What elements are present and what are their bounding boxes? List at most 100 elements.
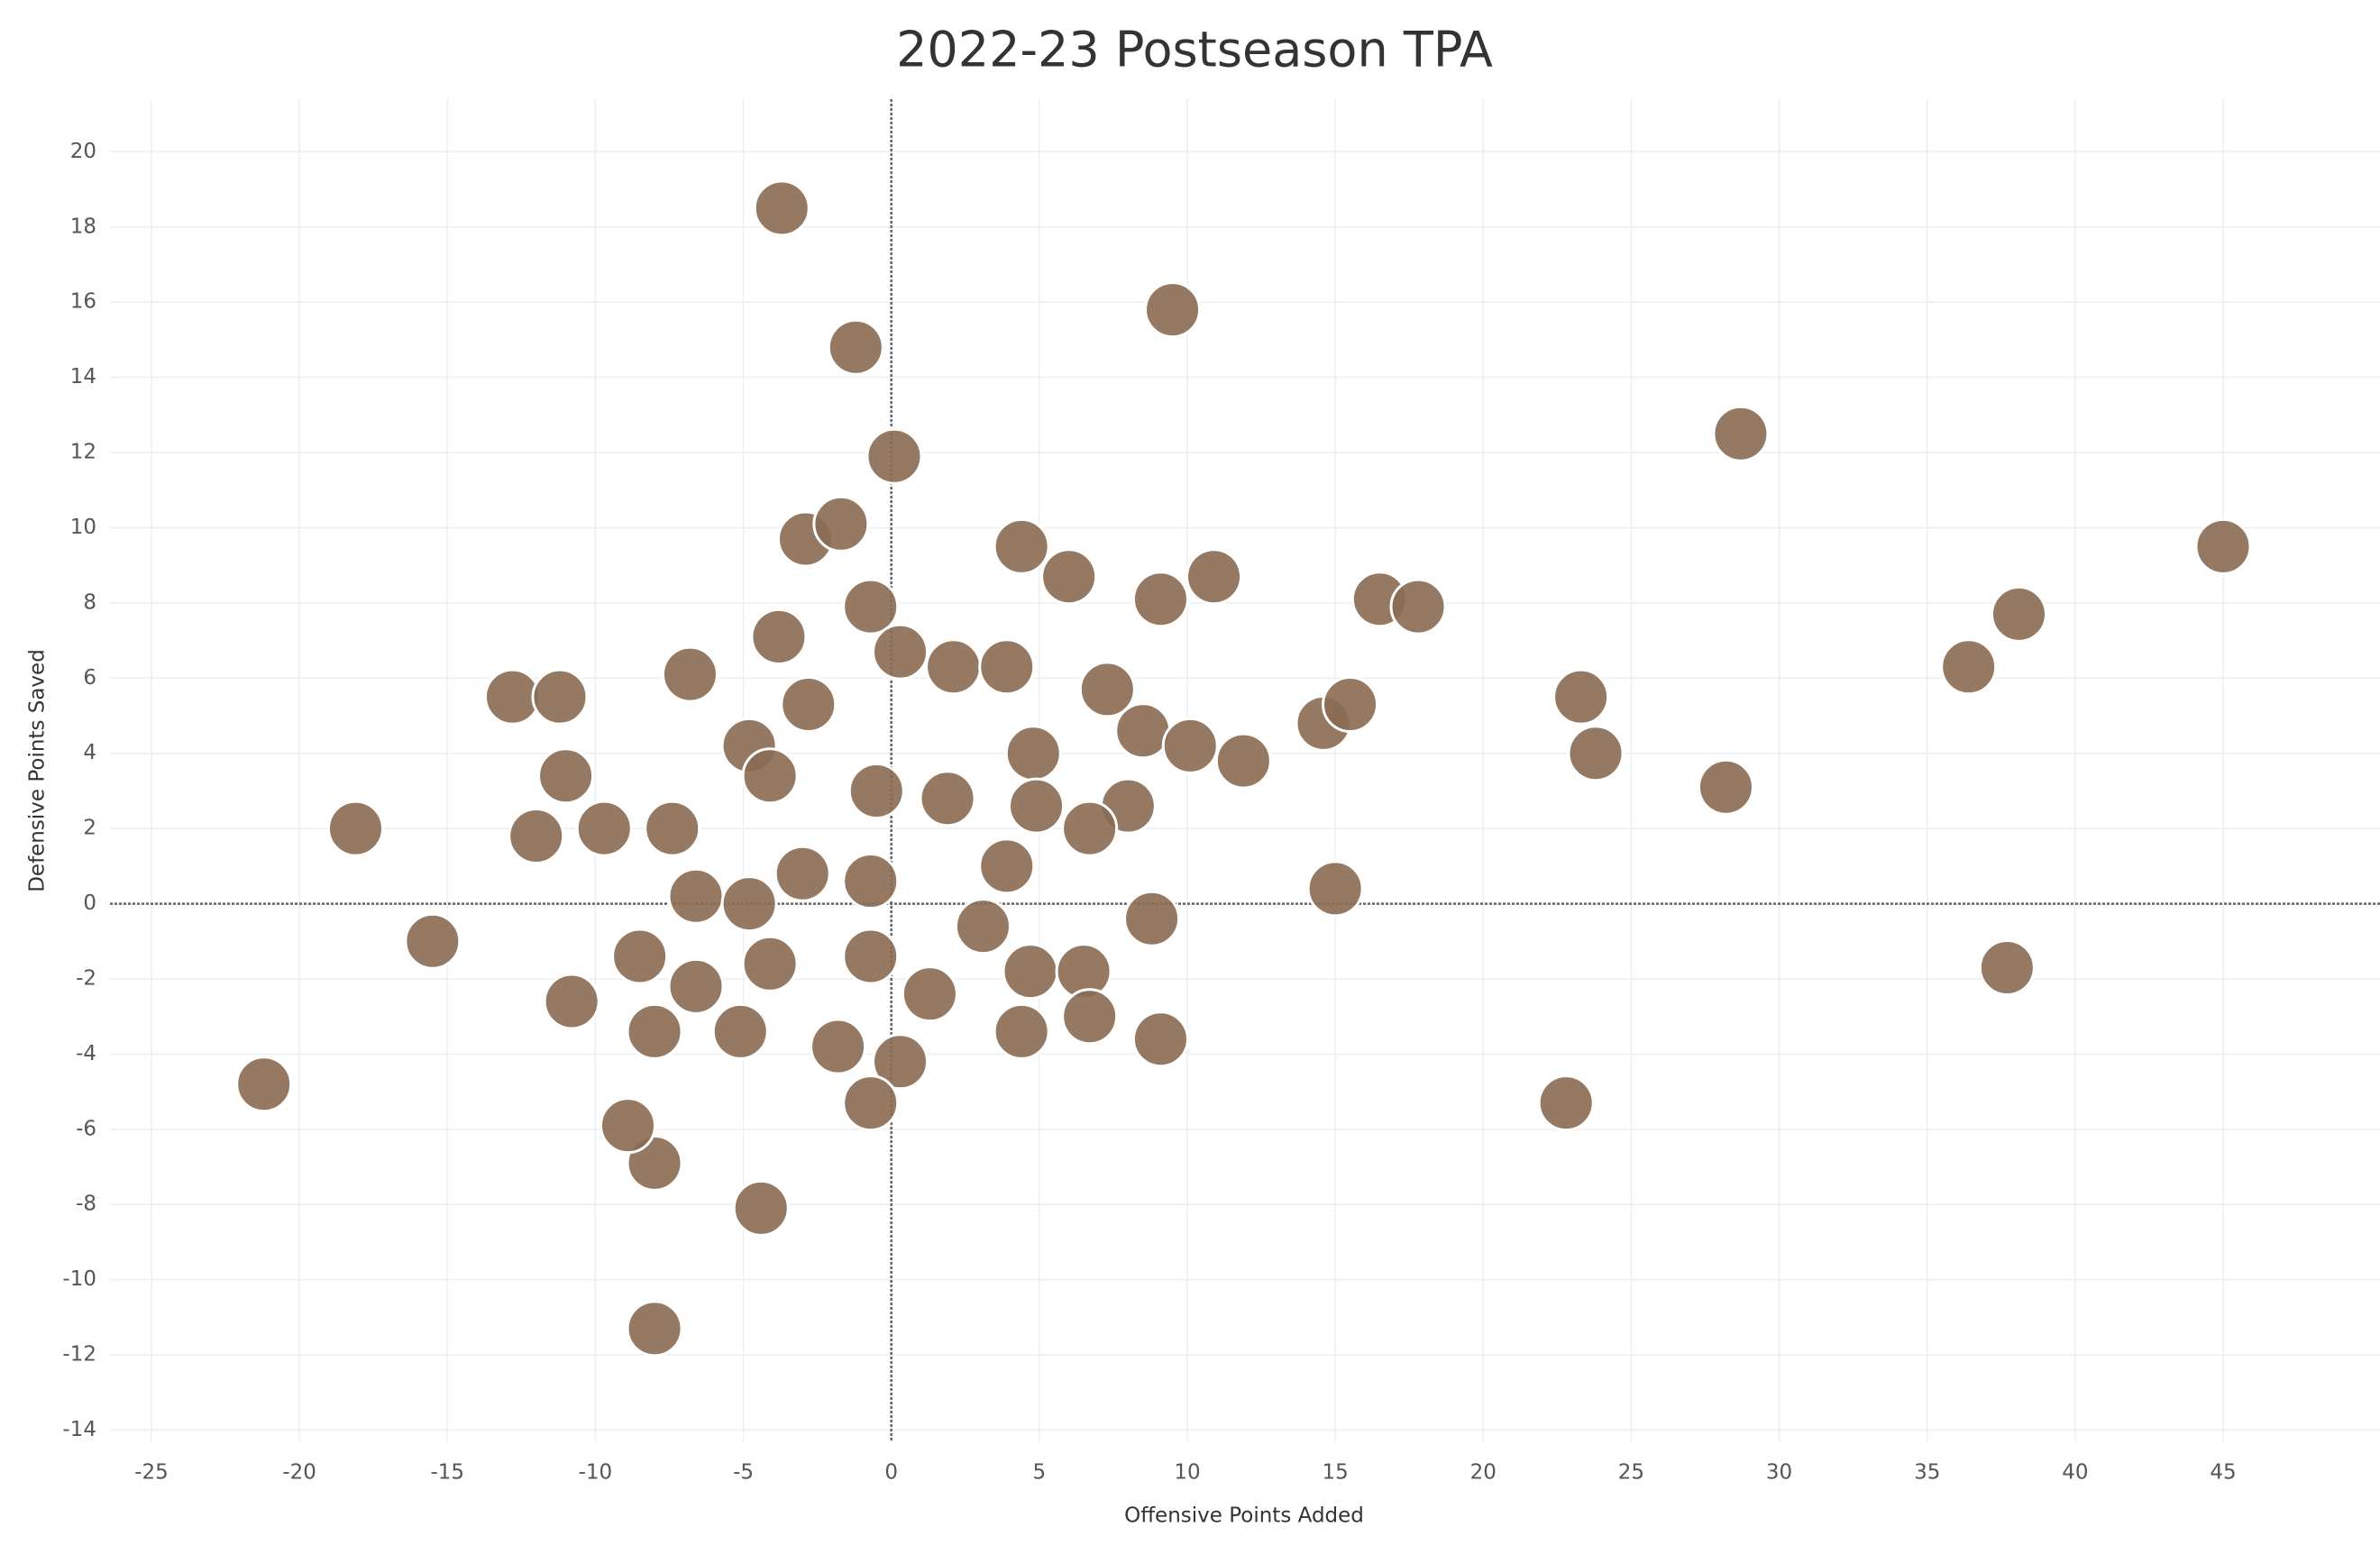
player-point (1078, 661, 1136, 718)
player-point (543, 973, 600, 1030)
player-point (483, 668, 541, 726)
player-point (326, 800, 384, 857)
player-point (1214, 732, 1272, 790)
player-point (1061, 988, 1119, 1046)
player-point (827, 318, 884, 376)
player-point (508, 807, 565, 864)
player-point (1008, 777, 1066, 835)
player-point (1144, 281, 1202, 339)
x-tick-label: -20 (282, 1461, 316, 1485)
y-tick-label: 10 (70, 516, 96, 539)
player-point (1322, 676, 1379, 734)
player-point (2194, 517, 2252, 575)
player-point (1552, 668, 1610, 726)
player-point (626, 1002, 683, 1060)
player-point (741, 747, 799, 805)
player-point (1114, 702, 1172, 760)
x-tick-label: 35 (1914, 1461, 1940, 1485)
player-point (810, 1018, 867, 1075)
chart-title: 2022-23 Postseason TPA (896, 22, 1493, 78)
y-tick-label: 16 (70, 290, 96, 314)
player-point (1185, 548, 1243, 606)
player-point (847, 762, 905, 819)
player-point (720, 875, 778, 933)
y-tick-label: 6 (83, 666, 96, 690)
x-axis-title: Offensive Points Added (1124, 1504, 1364, 1528)
player-point (978, 837, 1036, 895)
player-point (1131, 571, 1189, 628)
y-tick-label: -10 (62, 1267, 96, 1291)
player-point (919, 770, 976, 827)
y-tick-label: -12 (62, 1343, 96, 1367)
x-tick-label: 5 (1033, 1461, 1047, 1485)
player-point (1123, 890, 1181, 947)
x-tick-label: 45 (2210, 1461, 2236, 1485)
x-tick-label: 25 (1618, 1461, 1644, 1485)
player-point (1697, 758, 1754, 816)
x-tick-label: 30 (1766, 1461, 1792, 1485)
y-tick-label: 4 (83, 741, 96, 764)
player-point (774, 845, 831, 902)
player-point (1537, 1074, 1595, 1132)
player-point (575, 800, 633, 857)
player-point (842, 853, 900, 910)
player-point (872, 623, 929, 681)
player-point (711, 1002, 769, 1060)
x-tick-label: 10 (1174, 1461, 1200, 1485)
player-point (842, 1074, 900, 1132)
x-tick-label: -15 (430, 1461, 464, 1485)
y-tick-label: -2 (76, 966, 96, 990)
x-tick-label: -5 (733, 1461, 754, 1485)
player-point (954, 898, 1012, 955)
player-point (993, 517, 1050, 575)
player-point (1131, 1010, 1189, 1068)
y-axis-title: Defensive Points Saved (26, 649, 50, 892)
player-point (531, 668, 589, 726)
y-tick-label: -6 (76, 1117, 96, 1140)
player-point (1161, 717, 1219, 774)
player-point (1389, 578, 1447, 635)
player-point (780, 676, 838, 734)
player-point (1978, 938, 2036, 996)
player-point (872, 1033, 929, 1091)
player-point (812, 495, 870, 553)
x-tick-label: -25 (134, 1461, 169, 1485)
player-point (1004, 725, 1062, 782)
player-point (235, 1056, 293, 1113)
y-tick-label: 14 (70, 365, 96, 389)
y-tick-label: 12 (70, 441, 96, 464)
x-tick-label: 15 (1322, 1461, 1348, 1485)
player-point (865, 427, 923, 485)
player-point (925, 638, 983, 696)
x-tick-label: 20 (1470, 1461, 1497, 1485)
player-point (644, 800, 701, 857)
player-point (611, 928, 669, 985)
player-point (661, 645, 719, 703)
player-point (993, 1002, 1050, 1060)
player-point (1002, 943, 1059, 1001)
player-point (750, 608, 808, 665)
y-tick-label: -14 (62, 1418, 96, 1441)
y-tick-label: 8 (83, 590, 96, 614)
player-point (978, 638, 1036, 696)
y-tick-label: 2 (83, 817, 96, 840)
player-point (901, 965, 958, 1023)
player-point (600, 1097, 657, 1155)
y-tick-label: -4 (76, 1042, 96, 1065)
x-tick-label: -10 (579, 1461, 613, 1485)
player-point (753, 179, 810, 237)
x-tick-label: 0 (884, 1461, 898, 1485)
player-point (1040, 548, 1098, 606)
player-point (667, 867, 725, 925)
player-point (626, 1300, 683, 1358)
y-tick-label: 18 (70, 215, 96, 238)
player-point (741, 935, 799, 992)
y-tick-label: 0 (83, 891, 96, 915)
x-tick-label: 40 (2062, 1461, 2088, 1485)
player-point (732, 1179, 790, 1237)
player-point (667, 957, 725, 1015)
player-point (1990, 585, 2047, 643)
player-point (1306, 860, 1364, 918)
player-point (842, 928, 900, 985)
